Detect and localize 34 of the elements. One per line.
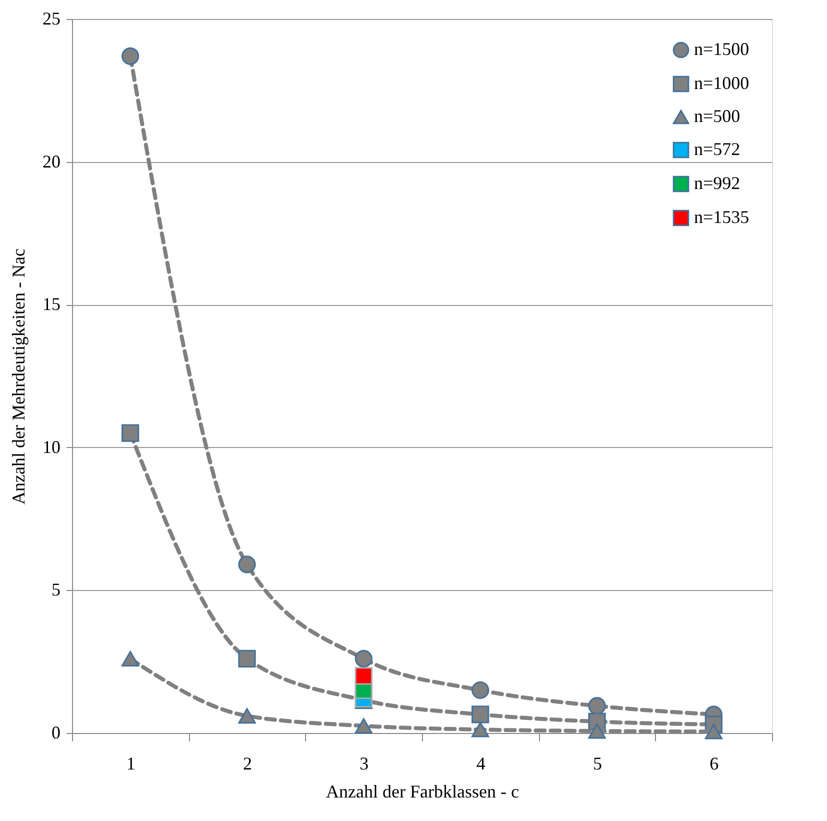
y-tick-label: 0 (52, 722, 60, 742)
point (472, 681, 490, 699)
legend-label: n=1000 (694, 73, 750, 93)
y-tick-label: 20 (42, 151, 60, 172)
point (122, 424, 140, 442)
x-tick-label: 4 (476, 754, 486, 774)
x-tick-label: 6 (710, 754, 719, 774)
x-tick-label: 1 (126, 754, 136, 774)
point (588, 723, 606, 739)
legend-label: n=1535 (694, 207, 750, 227)
point (122, 651, 140, 666)
y-axis-title: Anzahl der Mehrdeutigkeiten - Nac (8, 248, 28, 504)
point (472, 722, 490, 738)
point (472, 706, 490, 724)
x-tick-label: 3 (360, 754, 369, 774)
point (238, 650, 256, 668)
point (354, 650, 372, 668)
point (704, 724, 722, 740)
y-tick-label: 15 (42, 294, 60, 314)
point (238, 708, 256, 724)
x-axis-title: Anzahl der Farbklassen - c (326, 782, 519, 802)
legend-label: n=992 (694, 173, 740, 193)
point (122, 47, 140, 65)
legend-label: n=500 (694, 106, 740, 126)
x-tick-label: 2 (243, 754, 252, 774)
y-tick-label: 5 (52, 580, 60, 600)
point (354, 718, 372, 734)
y-tick-label: 10 (42, 436, 60, 457)
legend-label: n=1500 (694, 39, 750, 59)
point (238, 556, 256, 574)
y-tick-label: 25 (42, 8, 60, 28)
point (588, 697, 606, 715)
x-tick-label: 5 (593, 754, 602, 774)
legend-label: n=572 (694, 139, 740, 159)
